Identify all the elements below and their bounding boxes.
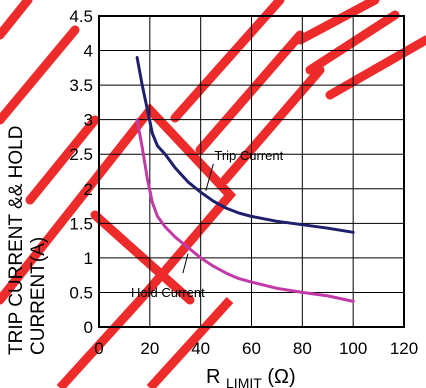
hold-current-label: Hold Current [131, 285, 205, 300]
x-tick-labels: 0 20 40 60 80 100 120 [94, 339, 418, 358]
y-axis-label-line-2: CURRENT(A) [28, 237, 49, 355]
watermark-stroke [295, 0, 426, 100]
watermark-stroke [170, 0, 325, 185]
x-tick-label: 20 [140, 339, 159, 358]
trip-current-leader [205, 163, 214, 191]
x-axis-label-unit: (Ω) [267, 366, 295, 388]
y-tick-label: 4.5 [69, 7, 93, 26]
x-tick-label: 40 [191, 339, 210, 358]
y-tick-label: 0.5 [69, 283, 93, 302]
y-tick-label: 2.5 [69, 145, 93, 164]
y-tick-label: 1 [84, 249, 93, 268]
y-tick-label: 0 [84, 318, 93, 337]
y-tick-label: 1.5 [69, 214, 93, 233]
x-tick-label: 0 [94, 339, 103, 358]
y-axis-label: TRIP CURRENT && HOLD CURRENT(A) [6, 120, 49, 355]
y-tick-label: 4 [84, 42, 93, 61]
watermark-stroke [0, 0, 100, 205]
x-tick-label: 60 [242, 339, 261, 358]
y-tick-labels: 0 0.5 1 1.5 2 2.5 3 3.5 4 4.5 [69, 7, 93, 337]
x-axis-label-main: R [206, 366, 220, 388]
trip-current-line [135, 56, 355, 234]
hold-current-pointer [182, 253, 189, 274]
x-tick-label: 120 [390, 339, 418, 358]
y-tick-label: 3 [84, 111, 93, 130]
data-series [135, 56, 355, 303]
series-annotations: Trip Current Hold Current [126, 148, 284, 300]
x-axis-label: R LIMIT (Ω) [206, 366, 296, 388]
x-tick-label: 80 [293, 339, 312, 358]
trip-current-label: Trip Current [214, 148, 283, 163]
x-axis-label-sub: LIMIT [226, 375, 262, 388]
y-axis-label-line-1: TRIP CURRENT && HOLD [6, 126, 27, 355]
hold-current-line [135, 118, 355, 303]
y-tick-label: 3.5 [69, 76, 93, 95]
y-tick-label: 2 [84, 180, 93, 199]
watermark-stroke [56, 296, 234, 388]
plot-frame [98, 15, 405, 328]
x-tick-label: 100 [339, 339, 367, 358]
